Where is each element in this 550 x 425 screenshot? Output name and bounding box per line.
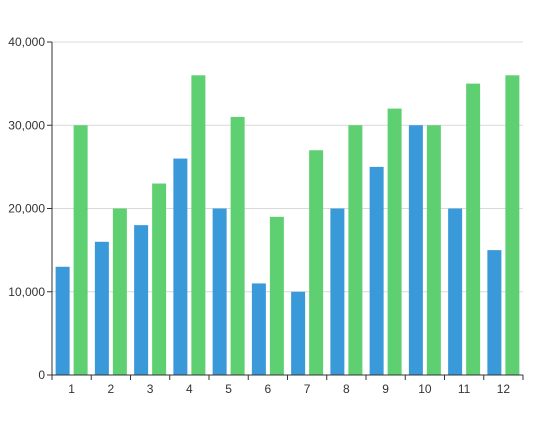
- bar-series-1-cat-11: [448, 208, 463, 375]
- bars-layer: [55, 75, 520, 376]
- bar-series-1-cat-9: [369, 166, 384, 375]
- y-tick-label: 40,000: [8, 35, 45, 49]
- bar-series-2-cat-12: [505, 75, 520, 376]
- y-tick-label: 30,000: [8, 118, 45, 132]
- bar-series-2-cat-3: [152, 183, 167, 375]
- bar-series-1-cat-3: [134, 225, 149, 375]
- bar-series-1-cat-4: [173, 158, 188, 375]
- bar-series-2-cat-2: [112, 208, 127, 375]
- bar-series-1-cat-2: [94, 241, 109, 375]
- bar-series-1-cat-10: [408, 125, 423, 375]
- x-tick-label: 1: [68, 382, 75, 396]
- x-tick-label: 10: [418, 382, 432, 396]
- bar-series-1-cat-7: [291, 291, 306, 375]
- x-tick-label: 12: [497, 382, 511, 396]
- bar-series-2-cat-5: [230, 116, 245, 376]
- bar-series-2-cat-6: [269, 216, 284, 375]
- bar-series-2-cat-11: [466, 83, 481, 375]
- y-tick-label: 0: [38, 368, 45, 382]
- x-tick-label: 8: [343, 382, 350, 396]
- bar-series-2-cat-8: [348, 125, 363, 375]
- bar-series-2-cat-10: [426, 125, 441, 375]
- x-tick-label: 9: [382, 382, 389, 396]
- x-tick-label: 5: [225, 382, 232, 396]
- bar-series-1-cat-1: [55, 266, 70, 375]
- x-tick-label: 3: [147, 382, 154, 396]
- bar-series-2-cat-7: [309, 150, 324, 375]
- x-tick-label: 7: [304, 382, 311, 396]
- y-tick-label: 20,000: [8, 202, 45, 216]
- bar-series-1-cat-5: [212, 208, 227, 375]
- x-tick-label: 6: [265, 382, 272, 396]
- bar-series-1-cat-8: [330, 208, 345, 375]
- bar-series-1-cat-12: [487, 250, 502, 375]
- y-tick-label: 10,000: [8, 285, 45, 299]
- x-tick-label: 4: [186, 382, 193, 396]
- bar-series-2-cat-1: [73, 125, 88, 375]
- x-tick-label: 11: [458, 382, 471, 396]
- x-tick-label: 2: [108, 382, 115, 396]
- bar-series-1-cat-6: [251, 283, 266, 375]
- grid-layer: [52, 41, 523, 293]
- bar-series-2-cat-4: [191, 75, 206, 376]
- bar-series-2-cat-9: [387, 108, 402, 375]
